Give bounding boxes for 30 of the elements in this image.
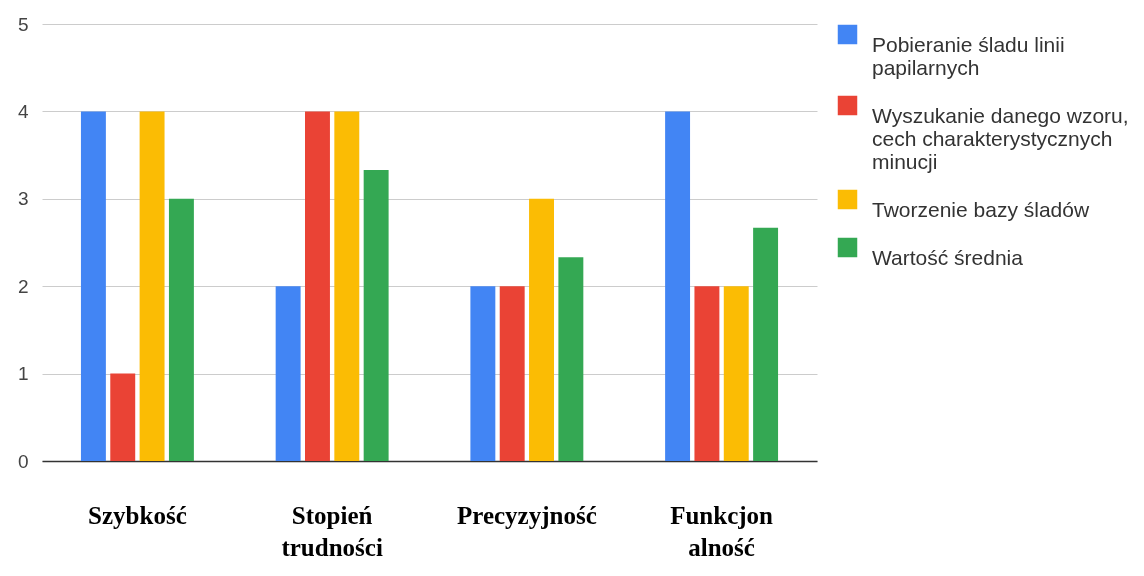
x-tick-label: Funkcjon alność xyxy=(670,501,774,561)
bar xyxy=(334,111,360,461)
bar xyxy=(110,373,136,461)
legend-label: Wyszukanie danego wzoru, cech charakterystycznych minucji xyxy=(872,103,1129,173)
legend-label: Pobieranie śladu linii papilarnych xyxy=(872,32,1065,79)
bar xyxy=(168,198,194,461)
y-tick-label: 1 xyxy=(17,363,29,385)
bar xyxy=(753,227,779,461)
bar xyxy=(558,257,584,461)
x-tick-label: Szybkość xyxy=(88,501,187,529)
bar xyxy=(499,286,525,461)
legend-label: Tworzenie bazy śladów xyxy=(872,197,1090,221)
y-tick-label: 3 xyxy=(17,188,29,210)
bar xyxy=(529,198,554,461)
bar xyxy=(305,111,330,461)
x-tick-label: Precyzyjność xyxy=(456,501,597,529)
y-tick-label: 4 xyxy=(17,100,29,122)
bar xyxy=(139,111,165,461)
bar xyxy=(470,286,496,461)
bar xyxy=(694,286,720,461)
legend-label: Wartość średnia xyxy=(872,245,1024,269)
y-tick-label: 2 xyxy=(17,275,29,297)
x-tick-label: Stopień trudności xyxy=(281,501,383,561)
bar xyxy=(80,111,106,461)
bar xyxy=(363,169,389,461)
bar xyxy=(665,111,691,461)
bar xyxy=(723,286,749,461)
y-tick-label: 0 xyxy=(17,450,29,472)
y-tick-label: 5 xyxy=(17,13,29,35)
bar xyxy=(275,286,301,461)
